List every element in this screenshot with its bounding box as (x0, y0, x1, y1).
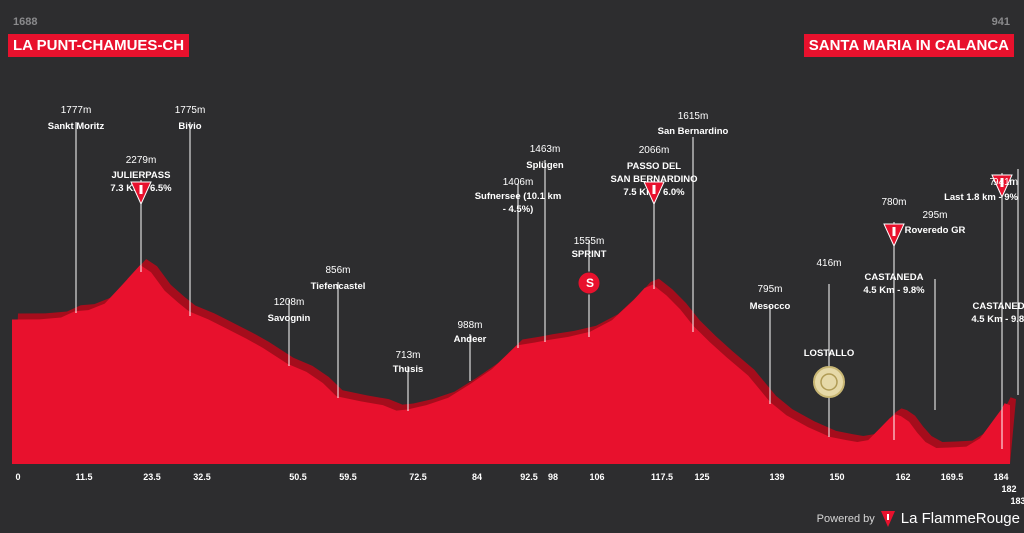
waypoint-name: Mesocco (750, 301, 791, 312)
sprint-icon-glyph: S (586, 276, 594, 290)
waypoint-name: Sufnersee (10.1 km (475, 191, 562, 202)
x-tick-label: 184 (993, 472, 1008, 482)
waypoint-name: - 4.5%) (503, 204, 534, 215)
waypoint-name: San Bernardino (658, 126, 729, 137)
waypoint-altitude: 941m (993, 177, 1018, 188)
x-tick-label: 0 (15, 472, 20, 482)
x-tick-label: 106 (589, 472, 604, 482)
waypoint-name: SPRINT (572, 249, 607, 260)
powered-by-text: Powered by (816, 512, 875, 525)
feed-zone-icon (813, 366, 845, 398)
x-tick-label: 11.5 (75, 472, 92, 482)
waypoint-name: SAN BERNARDINO (610, 174, 697, 185)
climb-marker-bar (892, 227, 896, 236)
flamme-rouge-logo-icon (880, 510, 895, 527)
waypoint-name: Savognin (268, 313, 311, 324)
x-tick-label: 139 (769, 472, 784, 482)
waypoint-name: Tiefencastel (311, 281, 366, 292)
x-tick-label: 92.5 (520, 472, 538, 482)
start-location-label: LA PUNT-CHAMUES-CH (8, 34, 190, 57)
footer-credit: Powered by La FlammeRouge (817, 510, 1020, 527)
waypoint-name: Bivio (178, 121, 201, 132)
waypoint-altitude: 2066m (639, 145, 670, 156)
waypoint-name: PASSO DEL (627, 161, 681, 172)
waypoint-name: Sankt Moritz (48, 121, 105, 132)
climb-marker-bar (652, 185, 656, 194)
brand-name: La FlammeRouge (900, 510, 1020, 527)
waypoint-name: 4.5 Km - 9.8% (863, 285, 925, 296)
x-tick-label: 72.5 (409, 472, 427, 482)
waypoint-altitude: 1615m (678, 111, 709, 122)
x-tick-label: 32.5 (193, 472, 211, 482)
x-tick-label: 183 (1010, 496, 1024, 506)
waypoint-altitude: 795m (757, 284, 782, 295)
waypoint-altitude: 2279m (126, 155, 157, 166)
profile-area (12, 265, 1010, 464)
waypoint-altitude: 1406m (503, 177, 534, 188)
x-tick-label: 169.5 (941, 472, 964, 482)
x-tick-label: 182 (1001, 484, 1016, 494)
finish-altitude: 941 (991, 16, 1010, 28)
waypoint-altitude: 1777m (61, 105, 92, 116)
waypoint-altitude: 295m (922, 210, 947, 221)
x-tick-label: 125 (694, 472, 709, 482)
waypoint-name: Splügen (526, 160, 564, 171)
start-altitude: 1688 (13, 16, 38, 28)
climb-marker-bar (139, 185, 143, 194)
waypoint-name: Thusis (393, 364, 424, 375)
feed-zone-icon-ring (820, 373, 838, 391)
waypoint-name: CASTANEDA (865, 272, 924, 283)
waypoint-name: CASTANEDA (973, 301, 1024, 312)
finish-location-label: SANTA MARIA IN CALANCA (803, 34, 1014, 57)
waypoint-name: LOSTALLO (804, 348, 854, 359)
waypoint-altitude: 416m (816, 258, 841, 269)
waypoint-altitude: 1555m (574, 236, 605, 247)
x-tick-label: 98 (548, 472, 558, 482)
x-tick-label: 117.5 (651, 472, 673, 482)
x-tick-label: 84 (472, 472, 482, 482)
waypoint-altitude: 1463m (530, 144, 561, 155)
x-tick-label: 162 (895, 472, 910, 482)
waypoint-name: Roveredo GR (905, 225, 966, 236)
waypoint-altitude: 856m (325, 265, 350, 276)
x-tick-label: 23.5 (143, 472, 161, 482)
waypoint-altitude: 780m (881, 197, 906, 208)
waypoint-altitude: 988m (457, 320, 482, 331)
x-tick-label: 50.5 (289, 472, 307, 482)
waypoint-altitude: 713m (395, 350, 420, 361)
waypoint-altitude: 1208m (274, 297, 305, 308)
climb-marker-bar (1000, 178, 1004, 187)
waypoint-altitude: 1775m (175, 105, 206, 116)
waypoint-name: Last 1.8 km - 9% (944, 192, 1018, 203)
waypoint-name: JULIERPASS (112, 170, 171, 181)
waypoint-name: 4.5 Km - 9.8% (971, 314, 1024, 325)
waypoint-name: Andeer (454, 334, 487, 345)
x-tick-label: 150 (829, 472, 844, 482)
x-tick-label: 59.5 (339, 472, 357, 482)
sprint-icon (577, 271, 601, 295)
